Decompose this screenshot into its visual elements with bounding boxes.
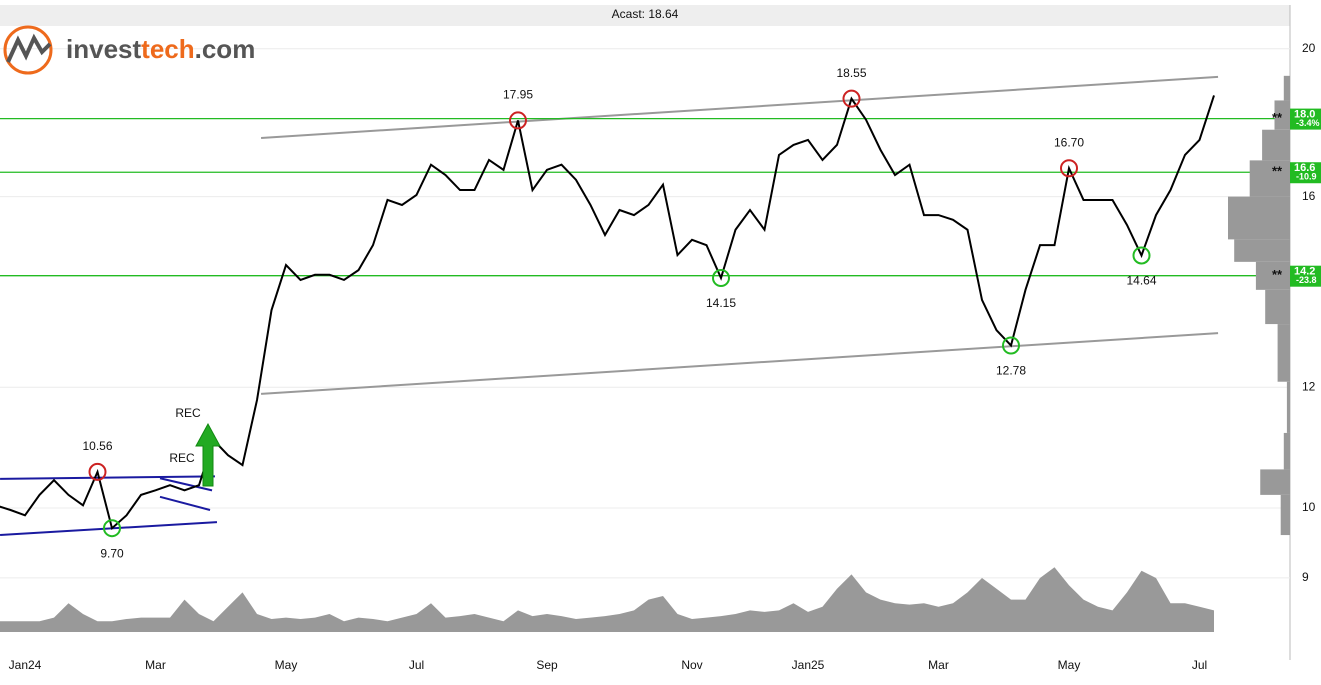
trend-line	[260, 332, 1219, 395]
profile-bar	[1277, 324, 1290, 382]
value-label: 10.56	[82, 439, 112, 453]
trend-line	[0, 475, 215, 480]
level-box: 16.6-10.9	[1290, 162, 1321, 184]
profile-bar	[1280, 494, 1290, 536]
x-tick-label: May	[1058, 658, 1081, 672]
peak-marker	[842, 89, 861, 108]
trend-line	[260, 75, 1219, 140]
value-label: 17.95	[503, 88, 533, 102]
value-label: 12.78	[996, 364, 1026, 378]
overlay: 9 10 12 16 20 Jan24 Mar May Jul Sep Nov Jan25 Mar May…	[9, 41, 1321, 672]
level-change: -3.4%	[1296, 118, 1320, 128]
level-box-bg	[1290, 108, 1321, 130]
x-tick-label: Jan25	[792, 658, 825, 672]
peak-marker	[1060, 159, 1078, 178]
level-marker: **	[1272, 164, 1283, 179]
profile-bar	[1249, 160, 1290, 197]
annotation: REC	[169, 451, 195, 465]
value-label: 14.15	[706, 296, 736, 310]
logo: investtech.com	[3, 25, 255, 75]
profile-bar	[1255, 261, 1290, 290]
buy-arrow	[195, 422, 221, 487]
trend-line	[0, 521, 218, 537]
trend-line	[159, 477, 213, 492]
logo-part: .com	[195, 34, 256, 64]
x-tick-label: Mar	[928, 658, 949, 672]
peak-marker	[509, 111, 527, 130]
trough-marker	[712, 269, 730, 288]
trough-marker	[1002, 336, 1020, 355]
x-tick-label: Jan24	[9, 658, 42, 672]
x-tick-label: Sep	[536, 658, 558, 672]
level-marker: **	[1272, 267, 1283, 282]
y-tick-label: 12	[1302, 379, 1316, 393]
level-change: -23.8	[1296, 275, 1317, 285]
level-marker: **	[1272, 110, 1283, 125]
logo-ring	[3, 25, 53, 75]
x-tick-label: Jul	[1192, 658, 1207, 672]
logo-part: invest	[66, 34, 141, 64]
x-tick-label: Jul	[409, 658, 424, 672]
volume-area	[0, 567, 1214, 632]
logo-zigzag	[6, 33, 52, 63]
level-box-bg	[1290, 162, 1321, 184]
profile-bar	[1234, 239, 1290, 262]
profile-bar	[1262, 129, 1290, 161]
value-label: 18.55	[836, 66, 866, 80]
trend-line	[159, 495, 211, 511]
level-label: 16.6	[1294, 162, 1315, 174]
chart-title: Acast: 18.64	[612, 7, 679, 21]
level-box: 18.0-3.4%	[1290, 109, 1321, 130]
value-label: 9.70	[100, 546, 124, 560]
level-label: 14.2	[1294, 266, 1315, 278]
y-tick-label: 10	[1302, 500, 1316, 514]
plot: 10.56 9.70 17.95 14.15 18.55 12.78 16.70 14.64	[0, 66, 1290, 632]
profile-bar	[1260, 469, 1290, 495]
x-tick-label: Mar	[145, 658, 166, 672]
profile-bar	[1283, 432, 1290, 470]
profile-bar	[1228, 196, 1290, 240]
profile-bar	[1265, 289, 1290, 325]
grid	[0, 48, 1290, 579]
level-box-bg	[1290, 265, 1321, 287]
profile-bar	[1283, 75, 1290, 101]
y-tick-label: 20	[1302, 41, 1316, 55]
profile-bar	[1286, 381, 1290, 433]
logo-text: investtech.com	[66, 34, 255, 64]
level-box: 14.2-23.8	[1290, 266, 1321, 287]
annotation: REC	[175, 406, 201, 420]
level-change: -10.9	[1296, 172, 1317, 182]
peak-marker	[88, 462, 107, 481]
level-label: 18.0	[1294, 109, 1315, 121]
value-label: 14.64	[1126, 274, 1156, 288]
y-tick-label: 9	[1302, 570, 1309, 584]
x-tick-label: May	[275, 658, 298, 672]
value-label: 16.70	[1054, 135, 1084, 149]
logo-part: tech	[141, 34, 194, 64]
trough-marker	[103, 519, 121, 538]
price-line	[0, 95, 1215, 531]
y-tick-label: 16	[1302, 189, 1316, 203]
profile-bar	[1274, 100, 1290, 130]
title-bar	[0, 5, 1290, 26]
x-tick-label: Nov	[681, 658, 702, 672]
trough-marker	[1132, 246, 1151, 265]
